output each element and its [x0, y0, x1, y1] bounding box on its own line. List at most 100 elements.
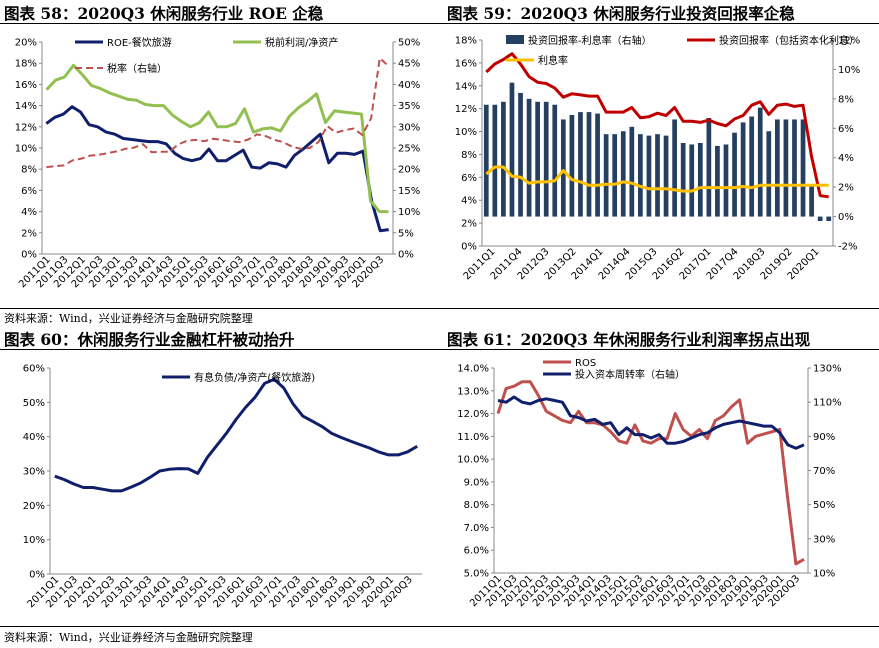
- series-line-c58-1: [45, 63, 389, 214]
- bar-c59-23: [680, 143, 686, 217]
- y-tick-label-right: 30%: [813, 534, 835, 545]
- bar-c59-33: [766, 131, 772, 217]
- bar-c59-24: [689, 144, 695, 217]
- y-tick-label-left: 0%: [461, 242, 477, 253]
- y-tick-label-right: 130%: [813, 364, 842, 375]
- divider-source-bottom: [0, 626, 879, 627]
- y-tick-label-left: 40%: [23, 432, 45, 443]
- bar-c59-0: [483, 104, 489, 217]
- chart-58-title: 图表 58：2020Q3 休闲服务行业 ROE 企稳: [4, 4, 324, 23]
- divider-top: [0, 23, 879, 24]
- y-tick-label-left: 9.0%: [464, 477, 489, 488]
- y-tick-label-right: 0%: [838, 212, 854, 223]
- legend-label: 投资回报率-利息率（右轴）: [528, 34, 652, 47]
- bar-c59-20: [655, 134, 660, 217]
- y-tick-label-left: 2%: [461, 219, 477, 230]
- bar-c59-9: [560, 119, 566, 217]
- bar-c59-34: [774, 119, 780, 217]
- y-tick-label-right: 10%: [813, 569, 835, 580]
- bar-c59-30: [740, 122, 746, 217]
- y-tick-label-left: 30%: [23, 467, 45, 478]
- legend-label: 投资回报率（包括资本化利息）: [719, 34, 859, 47]
- y-tick-label-right: 10%: [838, 65, 860, 76]
- series-line-c61-0: [496, 380, 805, 566]
- y-tick-label-right: 40%: [398, 80, 420, 91]
- y-tick-label-left: 0%: [29, 570, 45, 581]
- y-tick-label-left: 50%: [23, 398, 45, 409]
- legend-label: 利息率: [538, 54, 568, 67]
- y-tick-label-left: 8%: [21, 165, 37, 176]
- chart-61-title: 图表 61：2020Q3 年休闲服务行业利润率拐点出现: [447, 330, 811, 349]
- y-tick-label-left: 10%: [23, 535, 45, 546]
- bar-c59-10: [569, 115, 575, 217]
- bar-c59-26: [706, 117, 712, 217]
- y-tick-label-right: 90%: [813, 432, 835, 443]
- bar-c59-8: [552, 104, 558, 217]
- y-tick-label-right: 15%: [398, 186, 420, 197]
- divider-middle: [0, 349, 879, 350]
- y-tick-label-left: 6%: [21, 186, 37, 197]
- y-tick-label-left: 13.0%: [457, 386, 489, 397]
- y-tick-label-left: 16%: [455, 58, 477, 69]
- y-tick-label-right: 45%: [398, 59, 420, 70]
- y-tick-label-left: 12%: [15, 122, 37, 133]
- y-tick-label-right: 50%: [398, 38, 420, 49]
- y-tick-label-left: 8.0%: [464, 500, 489, 511]
- source-note-bottom: 资料来源：Wind，兴业证券经济与金融研究院整理: [4, 631, 253, 644]
- series-line-c58-2: [46, 57, 390, 169]
- bar-c59-6: [535, 101, 541, 217]
- y-tick-label-right: 6%: [838, 124, 854, 135]
- chart-61-profit-margin: 5.0% 6.0% 7.0% 8.0% 9.0% 10.0% 11.0% 12.0% 13.0%…: [457, 358, 842, 609]
- bar-c59-32: [757, 107, 763, 217]
- y-tick-label-left: 10.0%: [457, 455, 489, 466]
- bar-c59-18: [638, 134, 643, 217]
- bar-c59-11: [578, 112, 583, 217]
- bar-c59-16: [620, 131, 626, 217]
- bar-c59-1: [492, 104, 498, 217]
- chart-60-title: 图表 60：休闲服务行业金融杠杆被动抬升: [4, 330, 295, 349]
- bar-c59-21: [663, 135, 669, 217]
- bar-c59-27: [715, 145, 720, 217]
- bar-c59-22: [672, 119, 677, 217]
- bar-c59-4: [518, 92, 523, 217]
- y-tick-label-left: 4%: [21, 207, 37, 218]
- series-line-c59-2: [485, 165, 829, 193]
- bar-c59-29: [732, 132, 737, 217]
- y-tick-label-left: 10%: [455, 127, 477, 138]
- bar-c59-39: [817, 216, 823, 221]
- bar-c59-25: [697, 143, 703, 217]
- y-tick-label-left: 20%: [15, 38, 37, 49]
- bar-c59-2: [501, 101, 506, 217]
- y-tick-label-left: 20%: [23, 501, 45, 512]
- chart-60-financial-leverage: 0%10%20%30%40%50%60%2011Q12011Q32012Q120…: [23, 364, 422, 610]
- y-tick-label-left: 12.0%: [457, 409, 489, 420]
- y-tick-label-right: 8%: [838, 94, 854, 105]
- y-tick-label-left: 18%: [15, 59, 37, 70]
- y-tick-label-right: 4%: [838, 153, 854, 164]
- y-tick-label-left: 6%: [461, 173, 477, 184]
- y-tick-label-left: 14%: [15, 101, 37, 112]
- bar-c59-31: [749, 116, 755, 217]
- bar-c59-19: [646, 135, 652, 217]
- bar-c59-28: [723, 144, 729, 217]
- divider-source-top: [0, 308, 879, 309]
- series-line-c58-0: [45, 105, 389, 233]
- bar-c59-17: [629, 126, 635, 217]
- legend-label: 税率（右轴）: [107, 62, 167, 75]
- bar-c59-7: [543, 101, 549, 217]
- y-tick-label-left: 16%: [15, 80, 37, 91]
- bar-c59-35: [783, 119, 789, 217]
- chart-59-title: 图表 59：2020Q3 休闲服务行业投资回报率企稳: [447, 4, 795, 23]
- y-tick-label-right: 25%: [398, 144, 420, 155]
- source-note-top: 资料来源：Wind，兴业证券经济与金融研究院整理: [4, 312, 253, 325]
- y-tick-label-left: 18%: [455, 36, 477, 47]
- y-tick-label-right: 35%: [398, 101, 420, 112]
- y-tick-label-right: 20%: [398, 165, 420, 176]
- y-tick-label-left: 10%: [15, 144, 37, 155]
- y-tick-label-right: 30%: [398, 122, 420, 133]
- legend-label: ROS: [575, 358, 596, 369]
- y-tick-label-left: 2%: [21, 228, 37, 239]
- y-tick-label-left: 14.0%: [457, 364, 489, 375]
- bar-c59-15: [612, 134, 618, 217]
- y-tick-label-left: 14%: [455, 81, 477, 92]
